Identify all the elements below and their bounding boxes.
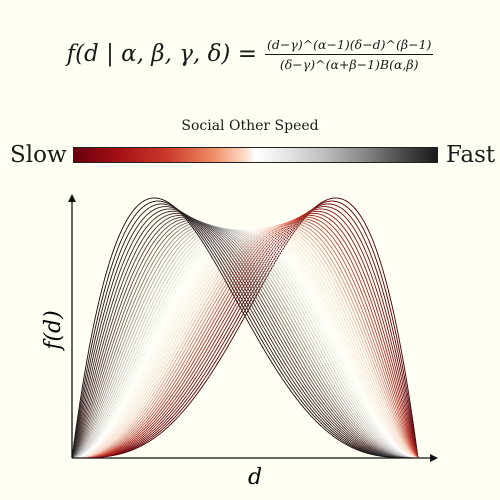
- beta-formula: f(d | α, β, γ, δ) = (d−γ)^(α−1)(δ−d)^(β−…: [0, 30, 500, 78]
- density-curve-b-44: [71, 210, 418, 459]
- density-curve-b-39: [71, 219, 418, 459]
- density-curve-b-32: [71, 227, 419, 459]
- density-curve-b-28: [71, 229, 419, 459]
- formula-numerator: (d−γ)^(α−1)(δ−d)^(β−1): [265, 37, 434, 55]
- density-curve-a-4: [71, 208, 418, 459]
- colorbar: [73, 147, 438, 163]
- formula-fraction: (d−γ)^(α−1)(δ−d)^(β−1) (δ−γ)^(α+β−1)B(α,…: [265, 37, 434, 72]
- density-curve-b-29: [71, 228, 419, 459]
- density-curve-b-48: [71, 200, 418, 459]
- density-curve-a-45: [72, 208, 419, 459]
- x-axis-label: d: [248, 465, 262, 490]
- density-curve-b-31: [71, 227, 419, 459]
- density-curve-b-42: [71, 214, 418, 459]
- colorbar-right-label: Fast: [446, 142, 496, 168]
- density-curve-b-33: [71, 226, 419, 459]
- density-curve-b-30: [71, 228, 419, 459]
- density-curve-b-45: [71, 208, 418, 459]
- density-curve-b-49: [71, 197, 418, 459]
- formula-lhs: f(d | α, β, γ, δ) =: [66, 41, 257, 67]
- density-curve-b-34: [71, 225, 419, 459]
- density-curve-b-38: [71, 221, 418, 459]
- formula-denominator: (δ−γ)^(α+β−1)B(α,β): [279, 56, 419, 72]
- density-curve-b-4: [72, 208, 419, 459]
- density-curve-b-41: [71, 216, 418, 459]
- colorbar-title: Social Other Speed: [181, 118, 319, 134]
- density-curve-b-26: [71, 229, 419, 459]
- density-curve-b-46: [71, 206, 418, 459]
- colorbar-left-label: Slow: [10, 142, 67, 168]
- density-curve-b-36: [71, 223, 419, 459]
- curve-group: [71, 197, 419, 459]
- density-curve-b-35: [71, 224, 419, 459]
- density-curve-b-37: [71, 222, 419, 459]
- density-curve-b-40: [71, 218, 418, 459]
- y-axis-label: f(d): [41, 310, 66, 351]
- density-curve-b-43: [71, 213, 418, 459]
- density-curve-b-27: [71, 229, 419, 459]
- density-curve-b-47: [71, 203, 418, 459]
